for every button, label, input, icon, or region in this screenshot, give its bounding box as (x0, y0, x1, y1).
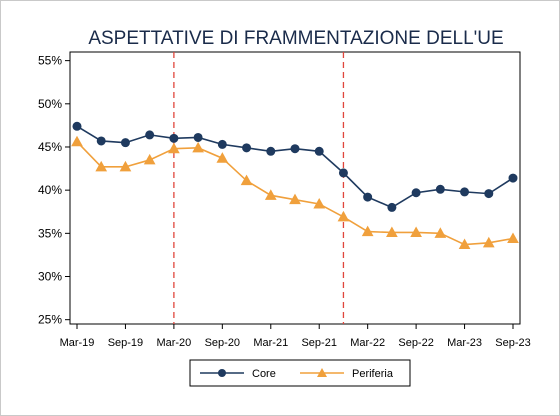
data-point-core (120, 138, 130, 148)
data-point-periferia (313, 197, 326, 209)
data-point-periferia (216, 152, 229, 163)
data-point-core (96, 136, 106, 146)
series-line-periferia (76, 141, 514, 246)
legend-marker-core (218, 369, 226, 377)
plot-border (69, 51, 521, 325)
data-point-periferia (434, 227, 447, 238)
data-point-core (460, 187, 470, 197)
data-point-periferia (386, 226, 398, 237)
x-tick-label: Sep-20 (205, 337, 240, 349)
data-point-core (290, 144, 300, 154)
data-point-periferia (71, 135, 83, 147)
data-point-core (508, 173, 518, 183)
data-point-periferia (458, 238, 471, 250)
x-tick-label: Sep-23 (495, 337, 530, 349)
data-point-core (242, 143, 252, 153)
x-tick-label: Mar-21 (253, 337, 288, 349)
legend-label-periferia: Periferia (352, 368, 394, 380)
y-tick-label: 25% (38, 313, 62, 327)
data-point-core (72, 121, 82, 131)
legend: Core Periferia (189, 359, 411, 387)
data-point-periferia (192, 141, 204, 153)
y-tick-label: 30% (38, 270, 62, 284)
y-tick-label: 55% (38, 54, 62, 68)
reference-lines (173, 52, 345, 324)
data-point-periferia (168, 142, 180, 154)
data-point-core (435, 184, 445, 194)
data-point-periferia (119, 160, 132, 172)
x-tick-label: Mar-19 (60, 337, 95, 349)
x-tick-label: Sep-19 (108, 337, 143, 349)
data-point-core (484, 189, 494, 199)
data-point-periferia (143, 153, 156, 165)
legend-marker-periferia (317, 368, 327, 377)
axes: 25% 30% 35% 40% 45% 50% 55% Mar-19 Sep-19 Mar-20 S… (38, 51, 531, 349)
x-tick-label: Sep-21 (301, 337, 336, 349)
data-point-core (217, 139, 227, 149)
chart-title: ASPETTATIVE DI FRAMMENTAZIONE DELL'UE (88, 28, 503, 49)
data-point-periferia (337, 210, 350, 222)
x-tick-label: Sep-22 (398, 337, 433, 349)
data-point-periferia (264, 189, 277, 200)
y-tick-label: 40% (38, 183, 62, 197)
y-tick-label: 50% (38, 97, 62, 111)
x-tick-label: Mar-20 (156, 337, 191, 349)
data-point-periferia (507, 232, 519, 244)
y-tick-label: 45% (38, 140, 62, 154)
x-tick-label: Mar-22 (350, 337, 385, 349)
data-point-core (193, 132, 203, 142)
data-point-core (266, 146, 276, 156)
data-point-core (169, 133, 179, 143)
legend-label-core: Core (252, 368, 276, 380)
data-point-core (314, 146, 324, 156)
data-point-core (363, 192, 373, 202)
x-tick-label: Mar-23 (447, 337, 482, 349)
data-point-periferia (240, 174, 253, 186)
data-point-periferia (95, 160, 108, 172)
data-point-core (338, 168, 348, 178)
series-group (71, 121, 519, 250)
data-point-periferia (289, 193, 301, 205)
y-tick-label: 35% (38, 226, 62, 240)
data-point-periferia (482, 236, 495, 248)
data-point-core (387, 202, 397, 212)
data-point-periferia (410, 226, 422, 237)
data-point-core (411, 188, 421, 198)
data-point-core (145, 130, 155, 140)
data-point-periferia (361, 225, 374, 237)
